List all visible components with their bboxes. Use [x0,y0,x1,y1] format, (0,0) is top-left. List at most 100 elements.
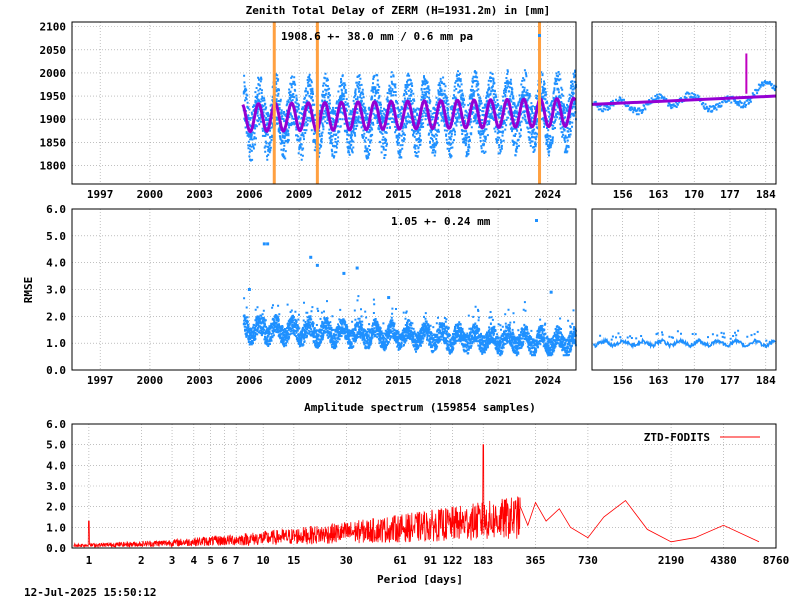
spectrum-x-tick-label: 1 [86,554,93,567]
rmse-outlier-point [342,271,346,275]
ztd-y-tick-label: 1850 [40,136,67,149]
rmse-y-tick-label: 2.0 [46,310,66,323]
ztd-x-tick-label: 1997 [87,188,114,201]
spectrum-legend: ZTD-FODITS [644,431,760,444]
rmse-recent-x-tick-label: 184 [756,374,776,387]
rmse-x-tick-label: 2015 [385,374,412,387]
rmse-recent-plot: 156 163 170 177 184 [591,208,777,387]
period-x-axis-label: Period [days] [377,573,463,586]
amplitude-spectrum-plot: 1 2 3 4 5 6 7 10 15 30 61 91 122 183 365 730 2190 4380 876… [46,418,789,567]
rmse-outlier-point [247,288,251,291]
rmse-recent-line [592,336,776,350]
rmse-y-tick-label: 0.0 [46,364,66,377]
ztd-y-tick-label: 2000 [40,67,67,80]
spectrum-chart-title: Amplitude spectrum (159854 samples) [304,401,536,414]
ztd-x-tick-label: 2021 [485,188,512,201]
rmse-outlier-point [309,255,313,259]
rmse-recent-x-tick-label: 170 [684,374,704,387]
rmse-x-tick-label: 2021 [485,374,512,387]
spectrum-x-tick-label: 2190 [658,554,685,567]
rmse-y-tick-label: 4.0 [46,257,66,270]
spectrum-y-tick-label: 6.0 [46,418,66,431]
rmse-y-tick-label: 3.0 [46,284,66,297]
ztd-recent-model-line [591,94,777,106]
rmse-plot-frame [71,208,577,371]
spectrum-x-tick-label: 6 [221,554,228,567]
timestamp: 12-Jul-2025 15:50:12 [24,586,156,599]
spectrum-x-tick-label: 730 [578,554,598,567]
rmse-x-tick-label: 2006 [236,374,263,387]
rmse-recent-x-tick-label: 163 [649,374,669,387]
rmse-recent-x-tick-label: 156 [613,374,633,387]
ztd-data-points [242,69,577,162]
rmse-outlier-point [266,242,270,246]
rmse-outlier-point [315,263,319,267]
spectrum-x-tick-label: 365 [526,554,546,567]
rmse-x-tick-label: 2024 [535,374,562,387]
spectrum-x-tick-label: 4 [191,554,198,567]
spectrum-y-tick-label: 3.0 [46,480,66,493]
spectrum-x-tick-label: 8760 [763,554,790,567]
rmse-y-tick-label: 5.0 [46,230,66,243]
rmse-recent-points [599,329,768,342]
ztd-x-tick-label: 2000 [137,188,164,201]
ztd-x-tick-label: 2018 [435,188,462,201]
ztd-x-tick-label: 2006 [236,188,263,201]
rmse-recent-x-tick-label: 177 [720,374,740,387]
spectrum-y-tick-label: 5.0 [46,439,66,452]
rmse-y-tick-label: 1.0 [46,337,66,350]
spectrum-y-tick-label: 2.0 [46,501,66,514]
rmse-stats-marker [535,219,538,222]
rmse-x-tick-label: 2003 [186,374,213,387]
rmse-y-tick-label: 6.0 [46,203,66,216]
ztd-chart-title: Zenith Total Delay of ZERM (H=1931.2m) i… [246,4,551,17]
rmse-timeseries-plot: 1997 2000 2003 2006 2009 2012 2015 2018 2021 2024… [46,203,577,387]
spectrum-line-ztd-fodits [73,444,760,549]
ztd-x-tick-label: 2003 [186,188,213,201]
ztd-recent-x-tick-label: 156 [613,188,633,201]
ztd-model-curve [241,96,577,134]
spectrum-x-tick-label: 91 [424,554,438,567]
spectrum-x-tick-label: 2 [138,554,145,567]
spectrum-x-tick-label: 3 [169,554,176,567]
ztd-recent-x-tick-label: 184 [756,188,776,201]
spectrum-x-tick-label: 15 [287,554,300,567]
legend-label-ztd-fodits: ZTD-FODITS [644,431,710,444]
spectrum-y-tick-label: 4.0 [46,459,66,472]
ztd-y-tick-label: 1900 [40,113,67,126]
spectrum-x-tick-label: 30 [340,554,353,567]
rmse-x-tick-label: 2018 [435,374,462,387]
rmse-outlier-point [387,296,391,300]
spectrum-x-tick-label: 183 [473,554,493,567]
rmse-outlier-point [262,242,266,246]
spectrum-x-tick-label: 61 [393,554,407,567]
rmse-data-points [242,295,577,357]
spectrum-y-tick-label: 0.0 [46,542,66,555]
rmse-stats-annotation: 1.05 +- 0.24 mm [391,215,491,228]
rmse-x-tick-label: 2000 [137,374,164,387]
rmse-outlier-point [355,266,359,270]
spectrum-x-tick-label: 4380 [710,554,737,567]
ztd-x-tick-label: 2015 [385,188,412,201]
ztd-stats-marker [538,34,541,37]
ztd-y-tick-label: 2050 [40,44,67,57]
ztd-timeseries-plot: 1997 2000 2003 2006 2009 2012 2015 2018 2021 2024… [40,21,577,201]
rmse-outlier-point [549,290,553,294]
ztd-x-tick-label: 2009 [286,188,313,201]
rmse-recent-plot-frame [591,208,777,371]
spectrum-y-tick-label: 1.0 [46,521,66,534]
ztd-recent-x-tick-label: 177 [720,188,740,201]
rmse-x-tick-label: 2009 [286,374,313,387]
rmse-y-axis-label: RMSE [22,277,35,304]
ztd-plot-frame [71,21,577,185]
spectrum-x-tick-label: 7 [233,554,240,567]
ztd-recent-plot-frame [591,21,777,185]
spectrum-plot-frame [71,423,777,549]
spectrum-x-tick-label: 5 [207,554,214,567]
rmse-x-tick-label: 2012 [336,374,363,387]
ztd-recent-x-tick-label: 170 [684,188,704,201]
spectrum-x-tick-label: 10 [257,554,270,567]
ztd-y-tick-label: 1950 [40,90,67,103]
ztd-y-tick-label: 1800 [40,159,67,172]
